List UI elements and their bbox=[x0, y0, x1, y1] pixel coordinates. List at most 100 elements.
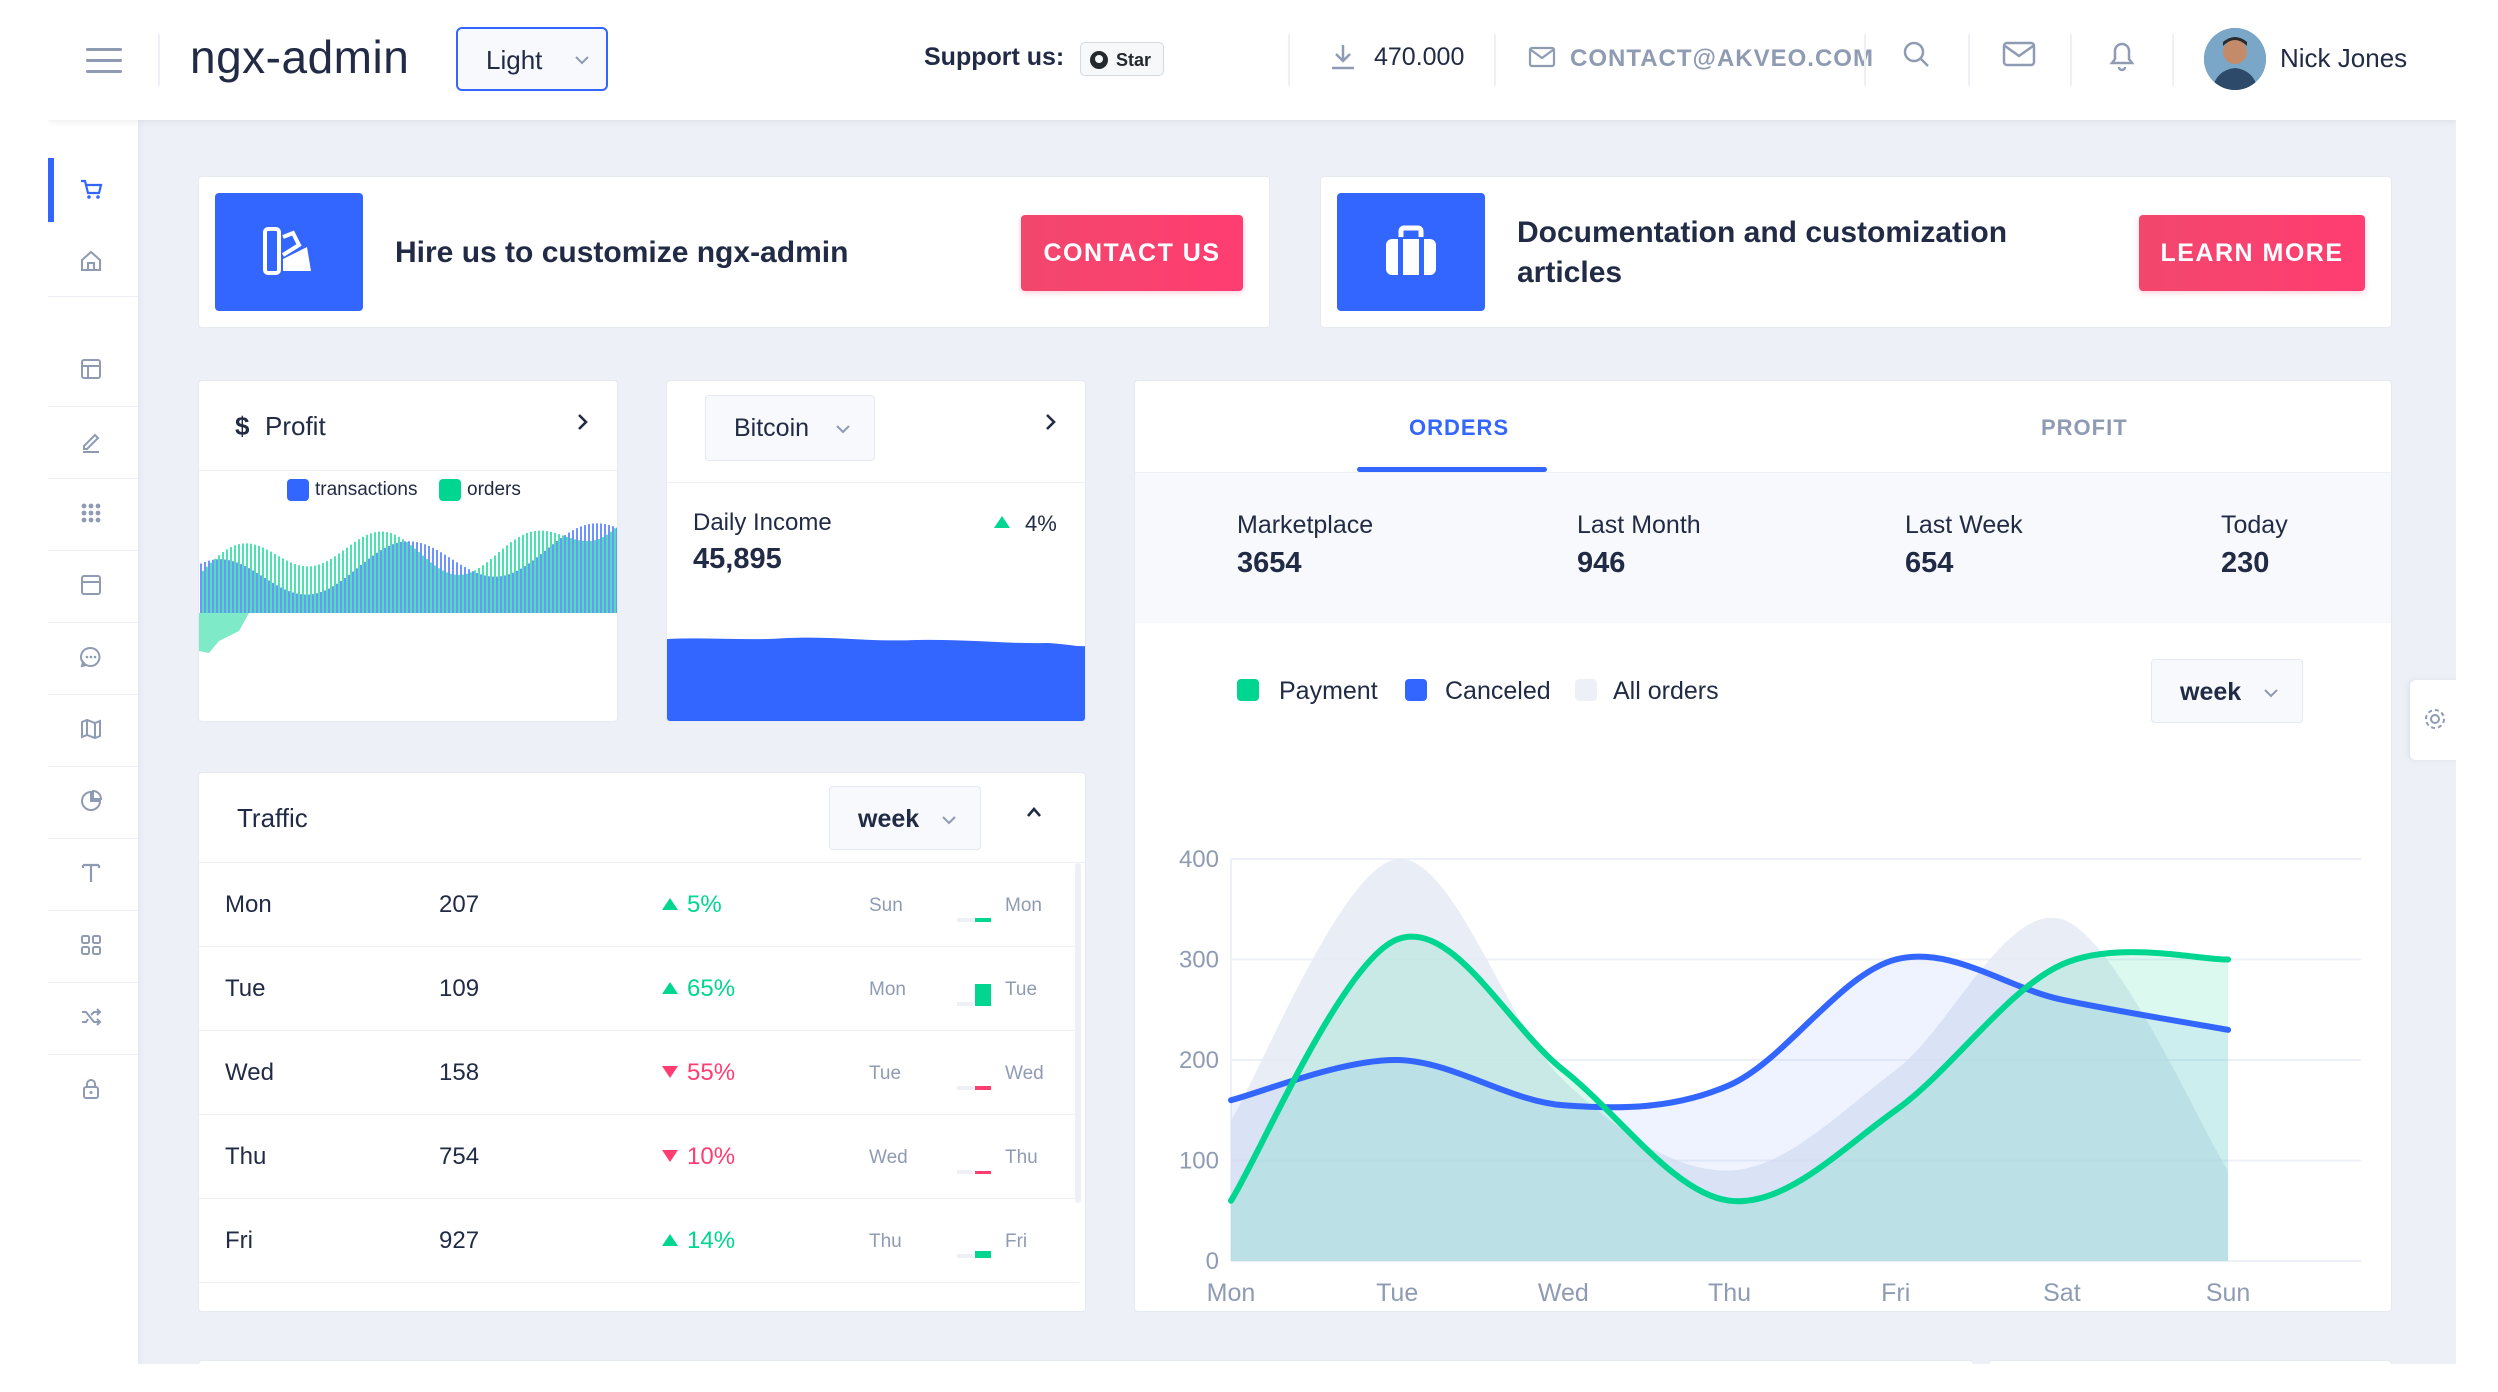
sidebar-item-iot[interactable] bbox=[48, 226, 138, 298]
sidebar-divider bbox=[48, 296, 138, 297]
traffic-cur-day: Fri bbox=[1005, 1231, 1028, 1252]
traffic-delta: 14% bbox=[687, 1227, 736, 1254]
chevron-right-icon[interactable] bbox=[575, 411, 591, 433]
sidebar-item-auth[interactable] bbox=[48, 1054, 138, 1126]
profit-bar-chart bbox=[199, 523, 617, 653]
menu-toggle-icon[interactable] bbox=[86, 48, 122, 74]
sidebar-item-maps[interactable] bbox=[48, 694, 138, 766]
traffic-value: 109 bbox=[439, 975, 480, 1002]
header-divider bbox=[158, 34, 160, 86]
y-tick-label: 200 bbox=[1179, 1047, 1219, 1074]
legend-label-canceled: Canceled bbox=[1445, 677, 1551, 705]
theme-select[interactable]: Light bbox=[456, 27, 608, 91]
stat-label: Marketplace bbox=[1237, 511, 1374, 539]
sidebar-item-forms[interactable] bbox=[48, 406, 138, 478]
table-row: Mon 207 5% Sun Mon bbox=[199, 863, 1079, 947]
traffic-period-select[interactable]: week bbox=[829, 786, 981, 850]
settings-toggle[interactable] bbox=[2410, 680, 2456, 760]
traffic-cur-day: Thu bbox=[1005, 1147, 1038, 1168]
sidebar-divider bbox=[48, 694, 138, 695]
promo-docs-line2: articles bbox=[1517, 256, 1623, 289]
sidebar-divider bbox=[48, 982, 138, 983]
traffic-cur-day: Mon bbox=[1005, 895, 1042, 916]
sidebar-item-charts[interactable] bbox=[48, 766, 138, 838]
header: ngx-admin Light Support us: Star 470.000… bbox=[48, 0, 2456, 120]
orders-profit-card: ORDERS PROFIT Marketplace 3654 Last Mont… bbox=[1134, 380, 2392, 1312]
promo-hire-text: Hire us to customize ngx-admin bbox=[395, 236, 849, 269]
profit-card-header: $ Profit bbox=[199, 381, 617, 471]
traffic-period-value: week bbox=[858, 805, 920, 833]
email-icon[interactable] bbox=[2002, 38, 2036, 70]
chevron-up-icon[interactable] bbox=[1025, 805, 1043, 819]
bell-icon[interactable] bbox=[2106, 38, 2138, 72]
x-tick-label: Sun bbox=[2206, 1279, 2250, 1307]
sidebar-item-extra-components[interactable] bbox=[48, 622, 138, 694]
currency-select-value: Bitcoin bbox=[734, 414, 810, 442]
currency-symbol: $ bbox=[235, 411, 250, 441]
sidebar-item-modal-overlays[interactable] bbox=[48, 550, 138, 622]
traffic-cur-day: Tue bbox=[1005, 979, 1038, 1000]
traffic-card: Traffic week Mon 207 5% Sun Mon Tue 109 65% Mon T… bbox=[198, 772, 1086, 1312]
arrow-down-icon bbox=[662, 1066, 678, 1078]
search-icon[interactable] bbox=[1900, 38, 1932, 70]
traffic-mini-bar-prev bbox=[957, 1086, 973, 1090]
user-name[interactable]: Nick Jones bbox=[2280, 43, 2408, 73]
home-icon bbox=[81, 250, 101, 271]
daily-income-label: Daily Income bbox=[693, 509, 832, 536]
header-divider bbox=[1968, 34, 1970, 86]
traffic-day: Thu bbox=[225, 1143, 267, 1170]
y-tick-label: 400 bbox=[1179, 846, 1219, 873]
promo-icon bbox=[215, 193, 363, 311]
traffic-delta: 5% bbox=[687, 891, 722, 918]
github-icon bbox=[1090, 51, 1108, 69]
promo-card-hire: Hire us to customize ngx-admin CONTACT U… bbox=[198, 176, 1270, 328]
sidebar-item-ui-features[interactable] bbox=[48, 478, 138, 550]
legend-label-all-orders: All orders bbox=[1613, 677, 1719, 705]
stat-label: Last Month bbox=[1577, 511, 1701, 539]
stat-value: 654 bbox=[1905, 547, 1954, 579]
currency-select[interactable]: Bitcoin bbox=[705, 395, 875, 461]
chevron-down-icon bbox=[2264, 689, 2278, 698]
orders-period-select[interactable]: week bbox=[2151, 659, 2303, 723]
traffic-title: Traffic bbox=[237, 803, 308, 833]
sidebar-item-editors[interactable] bbox=[48, 838, 138, 910]
sidebar-item-miscellaneous[interactable] bbox=[48, 982, 138, 1054]
color-palette-icon bbox=[263, 227, 311, 275]
learn-more-button[interactable]: LEARN MORE bbox=[2139, 215, 2365, 291]
scrollbar[interactable] bbox=[1075, 863, 1081, 1203]
download-icon bbox=[1332, 45, 1354, 70]
traffic-mini-bar-prev bbox=[957, 1254, 973, 1258]
sidebar-item-layout[interactable] bbox=[48, 334, 138, 406]
traffic-delta: 65% bbox=[687, 975, 736, 1002]
series-area-payment bbox=[1231, 936, 2229, 1261]
sidebar-divider bbox=[48, 478, 138, 479]
sidebar-item-tables[interactable] bbox=[48, 910, 138, 982]
stat-label: Last Week bbox=[1905, 511, 2023, 539]
table-row: Thu 754 10% Wed Thu bbox=[199, 1115, 1079, 1199]
contact-email-link[interactable]: CONTACT@AKVEO.COM bbox=[1570, 45, 1874, 72]
sidebar-divider bbox=[48, 1054, 138, 1055]
github-star-button[interactable]: Star bbox=[1080, 42, 1164, 76]
orders-line-chart: 0 100 200 300 400 Mon Tue Wed Thu Fri Sat Sun bbox=[1179, 846, 2361, 1307]
avatar[interactable] bbox=[2204, 28, 2266, 90]
tab-profit[interactable]: PROFIT bbox=[2041, 415, 2128, 440]
email-icon bbox=[1528, 46, 1556, 68]
tab-orders[interactable]: ORDERS bbox=[1409, 415, 1510, 440]
traffic-value: 158 bbox=[439, 1059, 480, 1086]
legend-swatch-canceled bbox=[1405, 679, 1427, 701]
arrow-up-icon bbox=[662, 898, 678, 910]
header-divider bbox=[1288, 34, 1290, 86]
traffic-mini-bar-current bbox=[975, 918, 991, 922]
orders-summary: Marketplace 3654 Last Month 946 Last Wee… bbox=[1135, 473, 2391, 623]
sidebar-item-e-commerce[interactable] bbox=[48, 154, 138, 226]
profit-negative-area bbox=[199, 613, 249, 653]
chevron-right-icon[interactable] bbox=[1043, 411, 1059, 433]
logo[interactable]: ngx-admin bbox=[190, 31, 410, 83]
contact-us-button[interactable]: CONTACT US bbox=[1021, 215, 1243, 291]
shuffle-icon bbox=[82, 1008, 102, 1026]
traffic-mini-bar-current bbox=[975, 1171, 991, 1174]
profit-card-title: Profit bbox=[265, 411, 326, 441]
header-divider bbox=[1864, 34, 1866, 86]
traffic-card-header: Traffic week bbox=[199, 773, 1085, 863]
daily-income-value: 45,895 bbox=[693, 543, 782, 575]
